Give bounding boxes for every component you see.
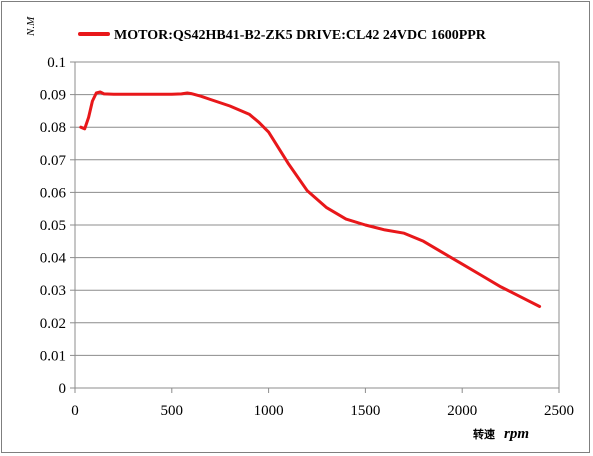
x-tick-label: 1500 bbox=[350, 403, 380, 419]
x-tick-label: 2000 bbox=[447, 403, 477, 419]
legend-label: MOTOR:QS42HB41-B2-ZK5 DRIVE:CL42 24VDC 1… bbox=[114, 28, 487, 43]
series-line-0 bbox=[79, 90, 542, 308]
x-tick-label: 500 bbox=[161, 403, 184, 419]
y-tick-label: 0.06 bbox=[40, 185, 67, 201]
y-tick-label: 0.01 bbox=[40, 348, 66, 364]
series-lines bbox=[79, 90, 542, 308]
y-tick-label: 0.1 bbox=[47, 55, 66, 71]
x-axis-title-unit: rpm bbox=[504, 426, 529, 442]
y-tick-label: 0.05 bbox=[40, 218, 66, 234]
y-tick-label: 0.07 bbox=[40, 153, 67, 169]
y-tick-label: 0.04 bbox=[40, 251, 67, 267]
x-tick-label: 1000 bbox=[254, 403, 284, 419]
gridlines bbox=[75, 61, 559, 356]
y-tick-label: 0.02 bbox=[40, 316, 66, 332]
x-axis-ticks: 0 500 1000 1500 2000 2500 bbox=[71, 388, 574, 419]
y-axis-ticks: 0 0.01 0.02 0.03 0.04 0.05 0.06 0.07 0.08 0.09 0.1 bbox=[40, 55, 75, 397]
x-tick-label: 0 bbox=[71, 403, 79, 419]
y-tick-label: 0.08 bbox=[40, 120, 66, 136]
y-unit-label: N.M bbox=[25, 16, 37, 37]
y-tick-label: 0 bbox=[59, 381, 67, 397]
legend: MOTOR:QS42HB41-B2-ZK5 DRIVE:CL42 24VDC 1… bbox=[78, 28, 487, 43]
x-tick-label: 2500 bbox=[544, 403, 574, 419]
x-axis-title-prefix: 转速 bbox=[473, 427, 495, 441]
y-tick-label: 0.09 bbox=[40, 88, 66, 104]
y-tick-label: 0.03 bbox=[40, 283, 66, 299]
